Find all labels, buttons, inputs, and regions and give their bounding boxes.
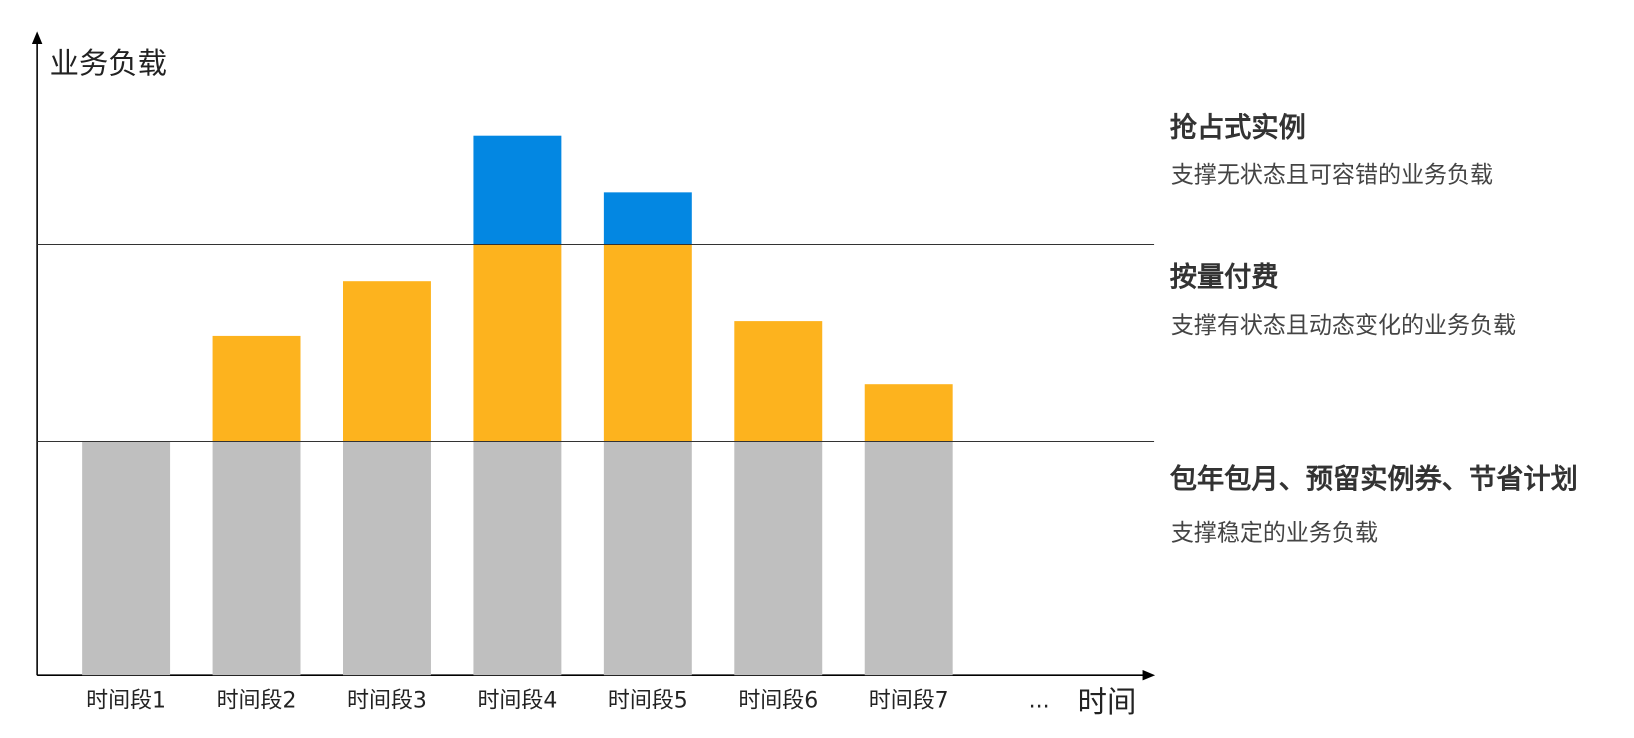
bar-segment	[734, 441, 823, 676]
bar-segment	[864, 441, 953, 676]
bar-segment	[473, 441, 562, 676]
bar-segment	[212, 335, 301, 442]
x-axis-label: 时间	[1078, 685, 1137, 719]
bar-segment	[82, 441, 171, 676]
bar-segment	[734, 321, 823, 442]
x-tick-label: 时间段4	[477, 688, 557, 713]
legend-description: 支撑无状态且可容错的业务负载	[1171, 162, 1493, 188]
bar-segment	[473, 135, 562, 245]
legend-title: 按量付费	[1170, 261, 1279, 293]
x-tick-label: 时间段6	[738, 688, 818, 713]
x-tick-label: 时间段7	[869, 688, 949, 713]
legend-title: 抢占式实例	[1170, 111, 1306, 143]
bar-segment	[603, 192, 692, 245]
bar-segment	[473, 244, 562, 442]
legend-title: 包年包月、预留实例券、节省计划	[1170, 463, 1578, 495]
bar-segment	[343, 441, 431, 676]
x-tick-label: 时间段2	[217, 688, 297, 713]
x-tick-label: 时间段5	[608, 688, 688, 713]
legend-description: 支撑有状态且动态变化的业务负载	[1171, 313, 1516, 339]
legend-description: 支撑稳定的业务负载	[1171, 520, 1378, 546]
bar-segment	[343, 281, 431, 442]
x-axis-arrow	[1142, 669, 1156, 681]
y-axis-arrow	[31, 31, 43, 44]
bar-segment	[603, 244, 692, 442]
y-axis-label: 业务负载	[50, 46, 167, 80]
bar-segment	[603, 441, 692, 676]
x-tick-label: 时间段3	[347, 688, 427, 713]
bar-segment	[864, 384, 953, 442]
x-tick-label: ...	[1029, 688, 1050, 713]
x-tick-label: 时间段1	[86, 688, 166, 713]
bar-segment	[212, 441, 301, 676]
